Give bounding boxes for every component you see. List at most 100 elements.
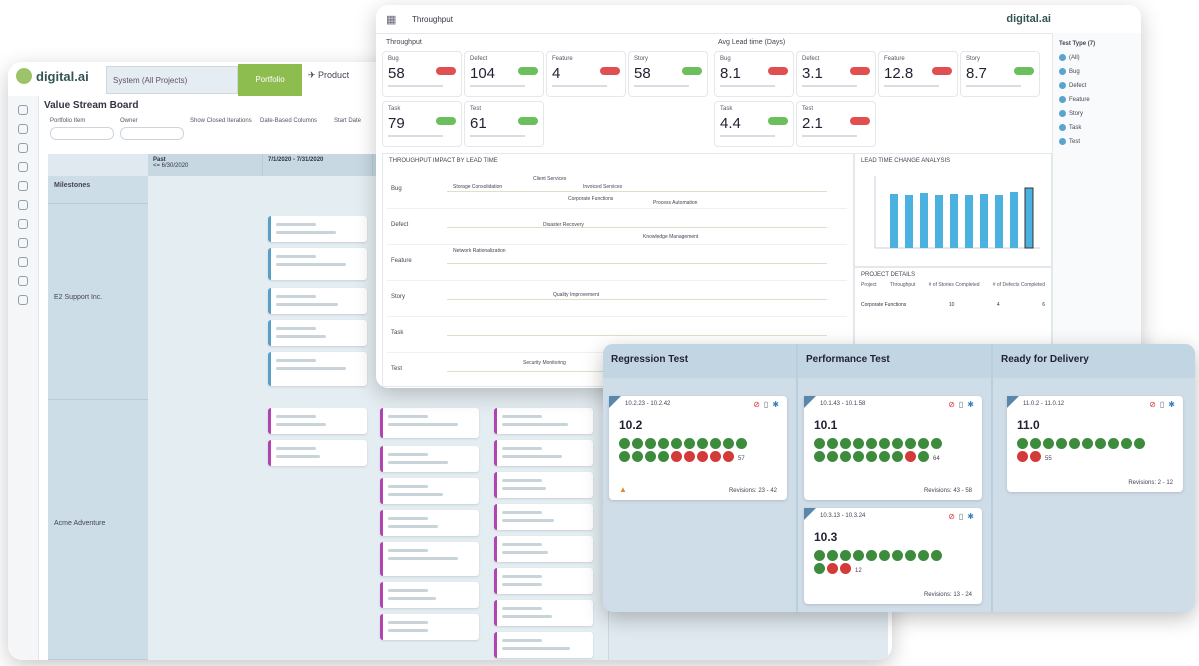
passed-build-dot[interactable] [645, 451, 656, 462]
passed-build-dot[interactable] [632, 451, 643, 462]
failed-build-dot[interactable] [710, 451, 721, 462]
failed-build-dot[interactable] [684, 451, 695, 462]
failed-build-dot[interactable] [723, 451, 734, 462]
passed-build-dot[interactable] [1069, 438, 1080, 449]
passed-build-dot[interactable] [814, 563, 825, 574]
feature-card[interactable] [268, 352, 367, 386]
epic-card[interactable] [494, 408, 593, 434]
alert-icon[interactable]: ⊘ [948, 400, 955, 409]
failed-build-dot[interactable] [671, 451, 682, 462]
epic-card[interactable] [380, 408, 479, 438]
alert-icon[interactable]: ⊘ [948, 512, 955, 521]
passed-build-dot[interactable] [697, 438, 708, 449]
passed-build-dot[interactable] [879, 451, 890, 462]
epic-card[interactable] [494, 536, 593, 562]
gear-icon[interactable]: ✱ [967, 400, 974, 409]
checkbox-icon[interactable] [1059, 82, 1066, 89]
passed-build-dot[interactable] [866, 550, 877, 561]
checkbox-icon[interactable] [1059, 68, 1066, 75]
passed-build-dot[interactable] [905, 550, 916, 561]
passed-build-dot[interactable] [1043, 438, 1054, 449]
passed-build-dot[interactable] [658, 438, 669, 449]
passed-build-dot[interactable] [1108, 438, 1119, 449]
feature-card[interactable] [268, 216, 367, 242]
gear-icon[interactable]: ✱ [772, 400, 779, 409]
passed-build-dot[interactable] [814, 550, 825, 561]
passed-build-dot[interactable] [827, 550, 838, 561]
metric-tile[interactable]: Task 4.4 [714, 101, 794, 147]
tab-portfolio[interactable]: Portfolio [238, 64, 302, 96]
filter-option[interactable]: Defect [1059, 82, 1135, 89]
chart-icon[interactable] [18, 257, 28, 267]
passed-build-dot[interactable] [866, 438, 877, 449]
epic-card[interactable] [494, 600, 593, 626]
metric-tile[interactable]: Test 61 [464, 101, 544, 147]
filter-option[interactable]: Bug [1059, 68, 1135, 75]
metric-tile[interactable]: Story 8.7 [960, 51, 1040, 97]
tag-icon[interactable] [18, 200, 28, 210]
metric-tile[interactable]: Feature 12.8 [878, 51, 958, 97]
failed-build-dot[interactable] [840, 563, 851, 574]
feature-card[interactable] [268, 248, 367, 280]
passed-build-dot[interactable] [918, 451, 929, 462]
epic-card[interactable] [380, 510, 479, 536]
epic-card[interactable] [380, 582, 479, 608]
system-selector[interactable]: System (All Projects) [106, 66, 238, 94]
metric-tile[interactable]: Defect 3.1 [796, 51, 876, 97]
passed-build-dot[interactable] [1017, 438, 1028, 449]
epic-card[interactable] [494, 568, 593, 594]
passed-build-dot[interactable] [710, 438, 721, 449]
checkbox-icon[interactable] [1059, 124, 1066, 131]
epic-card[interactable] [494, 632, 593, 658]
passed-build-dot[interactable] [866, 451, 877, 462]
failed-build-dot[interactable] [1030, 451, 1041, 462]
passed-build-dot[interactable] [1056, 438, 1067, 449]
metric-tile[interactable]: Feature 4 [546, 51, 626, 97]
passed-build-dot[interactable] [905, 438, 916, 449]
passed-build-dot[interactable] [684, 438, 695, 449]
pd-data-row[interactable]: Corporate Functions 10 4 6 [855, 288, 1051, 308]
passed-build-dot[interactable] [658, 451, 669, 462]
tab-product[interactable]: ✈ Product [308, 70, 350, 80]
passed-build-dot[interactable] [619, 438, 630, 449]
passed-build-dot[interactable] [736, 438, 747, 449]
passed-build-dot[interactable] [619, 451, 630, 462]
passed-build-dot[interactable] [879, 438, 890, 449]
home-icon[interactable] [18, 105, 28, 115]
passed-build-dot[interactable] [918, 438, 929, 449]
alert-icon[interactable]: ⊘ [753, 400, 760, 409]
search-icon[interactable] [18, 143, 28, 153]
passed-build-dot[interactable] [814, 451, 825, 462]
pin-icon[interactable] [18, 276, 28, 286]
passed-build-dot[interactable] [840, 451, 851, 462]
failed-build-dot[interactable] [905, 451, 916, 462]
passed-build-dot[interactable] [645, 438, 656, 449]
epic-card[interactable] [380, 446, 479, 472]
passed-build-dot[interactable] [1121, 438, 1132, 449]
filter-date-columns[interactable]: Date-Based Columns [260, 118, 317, 124]
filter-portfolio-item[interactable]: Portfolio Item [50, 118, 114, 140]
passed-build-dot[interactable] [632, 438, 643, 449]
filter-option[interactable]: Task [1059, 124, 1135, 131]
filter-closed-iterations[interactable]: Show Closed Iterations [190, 118, 252, 124]
metric-tile[interactable]: Bug 8.1 [714, 51, 794, 97]
filter-input[interactable] [50, 127, 114, 140]
passed-build-dot[interactable] [840, 550, 851, 561]
release-card[interactable]: 10.3.13 - 10.3.24 ⊘ ▯ ✱ 10.3 12 Revisions:… [804, 508, 982, 604]
feature-card[interactable] [268, 288, 367, 314]
passed-build-dot[interactable] [723, 438, 734, 449]
document-icon[interactable]: ▯ [1159, 400, 1165, 409]
passed-build-dot[interactable] [814, 438, 825, 449]
passed-build-dot[interactable] [1030, 438, 1041, 449]
passed-build-dot[interactable] [671, 438, 682, 449]
filter-owner[interactable]: Owner [120, 118, 184, 140]
metric-tile[interactable]: Bug 58 [382, 51, 462, 97]
epic-card[interactable] [494, 504, 593, 530]
gear-icon[interactable]: ✱ [1168, 400, 1175, 409]
passed-build-dot[interactable] [931, 550, 942, 561]
star-icon[interactable] [18, 124, 28, 134]
feature-card[interactable] [268, 320, 367, 346]
grid-menu-icon[interactable]: ▦ [386, 14, 397, 26]
passed-build-dot[interactable] [827, 451, 838, 462]
failed-build-dot[interactable] [827, 563, 838, 574]
